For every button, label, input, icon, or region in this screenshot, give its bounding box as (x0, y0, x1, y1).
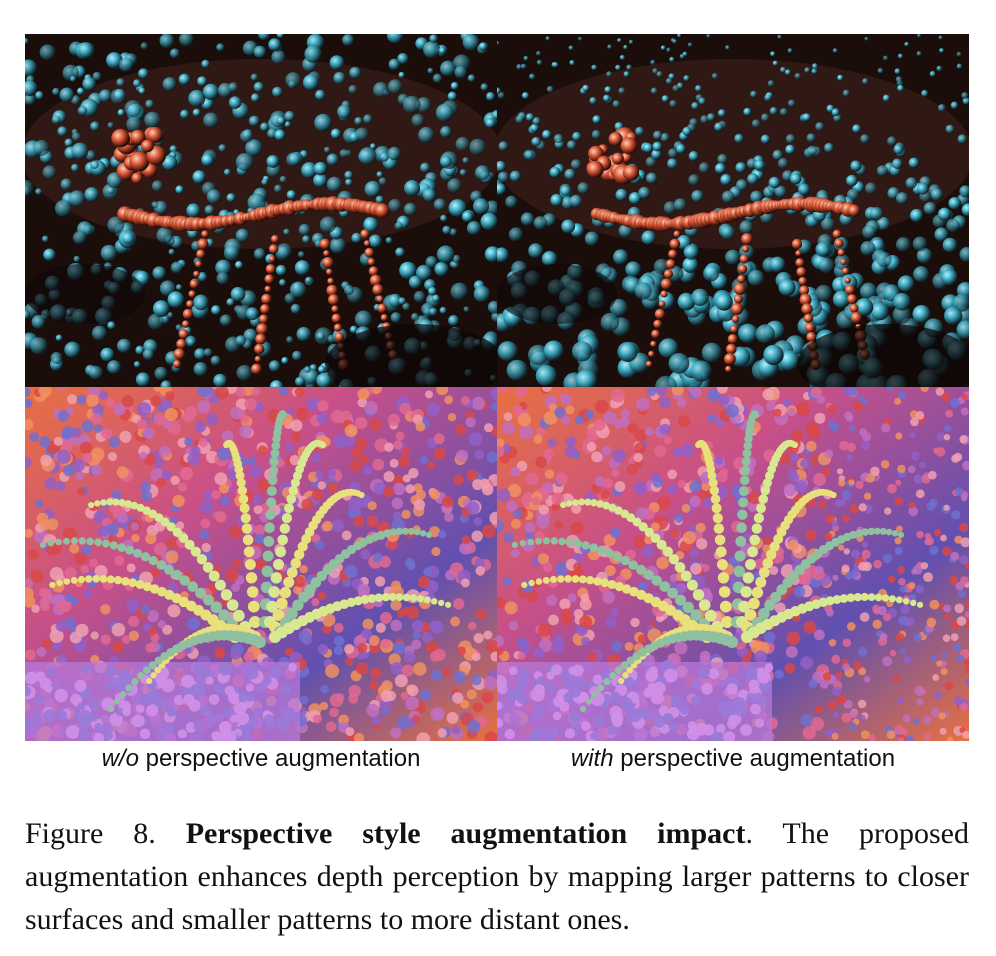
skeleton-image-without (25, 34, 497, 387)
panel-bottom-without-augmentation (25, 387, 497, 741)
panel-bottom-with-augmentation (497, 387, 969, 741)
caption-title: Perspective style augmentation impact (185, 817, 746, 850)
caption-prefix: Figure 8. (25, 817, 186, 850)
caption-body: . The proposed augmentation enhances dep… (25, 817, 969, 936)
panel-top-with-augmentation (497, 34, 969, 387)
label-rest-without: perspective augmentation (138, 745, 421, 772)
column-label-with: with perspective augmentation (497, 742, 969, 776)
figure-caption: Figure 8. Perspective style augmentation… (25, 812, 969, 941)
label-emphasis-without: w/o (101, 745, 139, 772)
plant-image-with (497, 387, 969, 741)
column-label-without: w/o perspective augmentation (25, 742, 497, 776)
panel-top-without-augmentation (25, 34, 497, 387)
label-rest-with: perspective augmentation (613, 745, 896, 772)
label-emphasis-with: with (570, 745, 614, 772)
figure (25, 34, 969, 741)
skeleton-image-with (497, 34, 969, 387)
plant-image-without (25, 387, 497, 741)
